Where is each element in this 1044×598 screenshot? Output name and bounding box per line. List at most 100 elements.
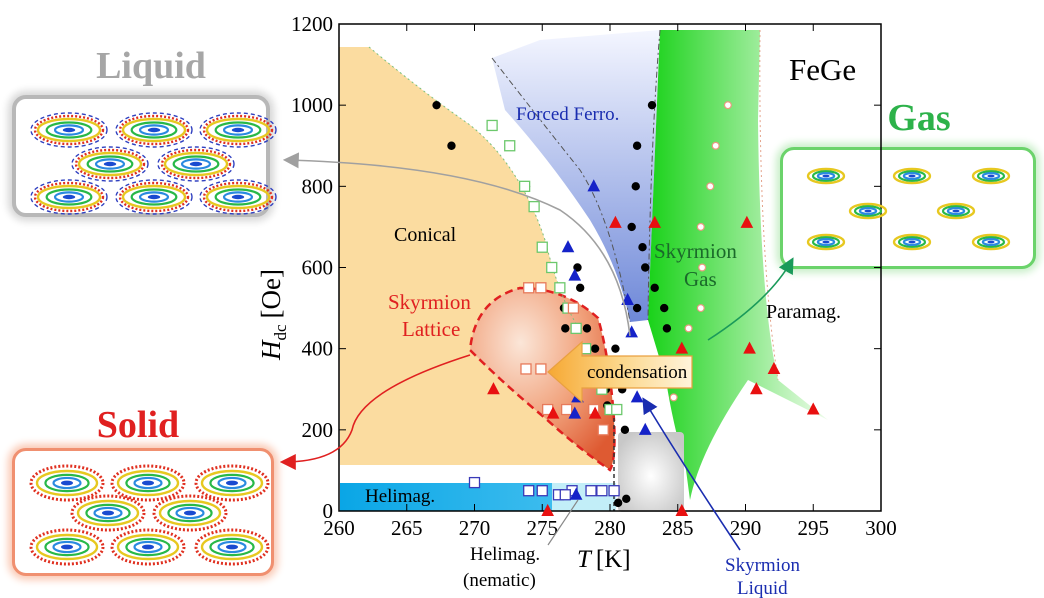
solid-skyrmion bbox=[194, 528, 270, 566]
black-circle-marker bbox=[660, 303, 669, 313]
blue-triangle-marker bbox=[587, 179, 601, 192]
blue-open-square-marker bbox=[596, 485, 608, 497]
red-triangle-marker bbox=[767, 361, 781, 374]
connector-arrows bbox=[279, 152, 794, 551]
gas-skyrmion bbox=[892, 233, 932, 251]
orange-open-circle-marker bbox=[723, 101, 732, 110]
black-circle-marker bbox=[432, 100, 441, 110]
skyrmion-gas-label-1: Skyrmion bbox=[654, 239, 737, 263]
black-circle-marker bbox=[632, 141, 642, 150]
green-open-square-marker bbox=[570, 322, 582, 335]
x-axis-label: T [K] bbox=[577, 546, 631, 573]
black-circle-marker bbox=[622, 494, 631, 504]
blue-open-square-marker bbox=[559, 489, 571, 501]
skyrmion-liquid-label-2: Liquid bbox=[737, 578, 788, 598]
red-triangle-marker bbox=[588, 406, 602, 419]
red-triangle-marker bbox=[806, 402, 820, 415]
black-circle-marker bbox=[638, 243, 647, 252]
black-circle-marker bbox=[561, 324, 570, 333]
phase-regions bbox=[339, 30, 828, 512]
black-circle-marker bbox=[573, 263, 582, 272]
solid-skyrmion bbox=[194, 464, 270, 502]
x-tick-label: 265 bbox=[391, 516, 423, 540]
liquid-skyrmion bbox=[157, 146, 235, 182]
liquid-skyrmion bbox=[115, 179, 193, 215]
gas-skyrmion bbox=[971, 167, 1011, 185]
gray-region bbox=[618, 432, 684, 512]
blue-open-square-marker bbox=[585, 485, 597, 497]
salmon-open-square-marker bbox=[520, 363, 532, 375]
y-axis-label: Hdc[Oe] bbox=[256, 269, 290, 361]
y-tick-label: 1000 bbox=[291, 93, 333, 117]
x-tick-label: 275 bbox=[527, 516, 559, 540]
y-tick-label: 800 bbox=[302, 174, 334, 198]
y-tick-label: 600 bbox=[302, 256, 334, 280]
blue-open-square-marker bbox=[536, 485, 548, 497]
gas-title: Gas bbox=[887, 97, 951, 139]
orange-open-circle-marker bbox=[669, 393, 678, 402]
conical-label: Conical bbox=[394, 224, 457, 246]
red-triangle-marker bbox=[750, 382, 763, 395]
orange-open-circle-marker bbox=[706, 182, 715, 191]
solid-title: Solid bbox=[96, 404, 180, 446]
red-triangle-marker bbox=[487, 382, 500, 395]
gas-skyrmion bbox=[971, 233, 1011, 251]
blue-triangle-marker bbox=[630, 390, 644, 403]
y-tick-label: 0 bbox=[323, 499, 334, 523]
black-circle-marker bbox=[650, 283, 659, 292]
black-circle-marker bbox=[627, 222, 636, 232]
blue-triangle-marker bbox=[568, 406, 582, 419]
gas-skyrmion bbox=[936, 202, 976, 220]
blue-triangle-marker bbox=[568, 268, 582, 281]
liquid-skyrmion bbox=[199, 179, 277, 215]
red-triangle-marker bbox=[675, 503, 689, 516]
green-open-square-marker bbox=[536, 241, 548, 253]
orange-open-circle-marker bbox=[698, 263, 707, 272]
black-circle-marker bbox=[575, 283, 585, 292]
nematic-label-1: Helimag. bbox=[470, 544, 540, 565]
salmon-open-square-marker bbox=[523, 282, 535, 294]
gas-skyrmion bbox=[806, 167, 846, 185]
y-tick-label: 400 bbox=[302, 337, 334, 361]
black-circle-marker bbox=[447, 141, 456, 150]
solid-skyrmion bbox=[29, 464, 105, 502]
green-open-square-marker bbox=[518, 180, 531, 192]
black-circle-marker bbox=[632, 303, 642, 313]
data-markers bbox=[432, 100, 820, 516]
red-triangle-marker bbox=[609, 215, 622, 228]
nematic-label-2: (nematic) bbox=[463, 570, 536, 591]
x-tick-label: 280 bbox=[594, 516, 626, 540]
liquid-title: Liquid bbox=[96, 45, 206, 87]
condensation-label: condensation bbox=[587, 362, 688, 383]
blue-triangle-marker bbox=[561, 240, 575, 253]
x-tick-label: 300 bbox=[865, 516, 897, 540]
helimag-label: Helimag. bbox=[365, 486, 435, 507]
helimag-region bbox=[340, 483, 552, 511]
forced-ferro-label: Forced Ferro. bbox=[516, 104, 619, 125]
blue-open-square-marker bbox=[468, 476, 481, 489]
gas-skyrmion bbox=[848, 202, 888, 220]
green-open-square-marker bbox=[611, 403, 623, 416]
skyrmion-liquid-label-1: Skyrmion bbox=[725, 555, 800, 576]
x-tick-label: 260 bbox=[323, 516, 355, 540]
blue-triangle-marker bbox=[638, 422, 652, 435]
x-tick-label: 290 bbox=[730, 516, 762, 540]
solid-connector-arrow bbox=[279, 354, 471, 470]
x-tick-label: 270 bbox=[459, 516, 491, 540]
y-tick-label: 1200 bbox=[291, 12, 333, 36]
plot-text: FeGe Forced Ferro. Conical Skyrmion Latt… bbox=[256, 52, 856, 598]
liquid-skyrmion bbox=[30, 112, 108, 148]
solid-skyrmion bbox=[110, 464, 186, 502]
liquid-skyrmion bbox=[71, 146, 149, 182]
gas-skyrmion bbox=[892, 167, 932, 185]
forced-ferro-region bbox=[492, 30, 660, 322]
solid-skyrmion bbox=[110, 528, 186, 566]
black-circle-marker bbox=[590, 344, 600, 353]
paramag-label: Paramag. bbox=[766, 301, 841, 323]
x-tick-label: 285 bbox=[662, 516, 694, 540]
red-triangle-marker bbox=[740, 215, 754, 228]
liquid-connector-arrow bbox=[282, 152, 631, 337]
skyrmion-gas-label-2: Gas bbox=[684, 267, 717, 291]
green-open-square-marker bbox=[554, 282, 566, 294]
